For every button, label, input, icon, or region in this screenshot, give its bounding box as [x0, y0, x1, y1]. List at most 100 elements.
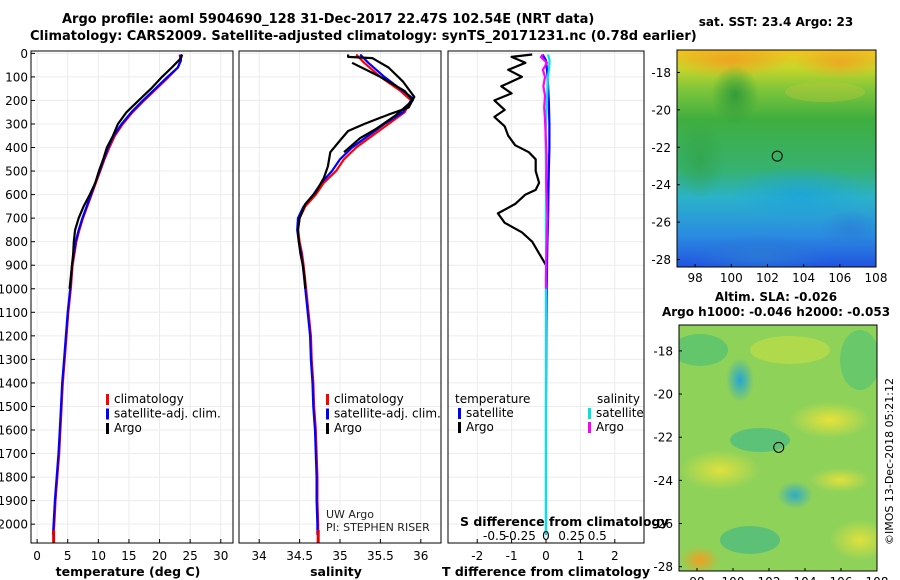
legend-label: climatology: [114, 392, 184, 406]
temperature-axes-frame: [30, 50, 234, 544]
legend-swatch: [458, 422, 461, 433]
temperature-panel: 0100200300400500600700800900100011001200…: [0, 47, 234, 579]
sst-warm-patch: [677, 50, 790, 78]
series-line-s-argo: [539, 53, 549, 289]
depth-tick-label: 1600: [0, 424, 28, 438]
depth-tick-label: 600: [5, 188, 28, 202]
t-difference-axis-label: T difference from climatology: [442, 564, 650, 579]
s-difference-axis-label: S difference from climatology: [460, 514, 669, 529]
legend-label: Argo: [334, 421, 362, 435]
salinity-gridlines: [239, 51, 441, 543]
salinity-axis-label: salinity: [310, 564, 362, 579]
depth-tick-label: 1800: [0, 471, 28, 485]
depth-tick-label: 300: [5, 117, 28, 131]
series-line-climatology: [296, 53, 413, 535]
s-difference-tick-label: 0: [542, 529, 550, 543]
depth-tick-label: 1500: [0, 400, 28, 414]
legend-swatch: [106, 423, 109, 434]
s-difference-tick-label: 0.25: [558, 529, 585, 543]
x-tick-label: 35: [332, 549, 347, 563]
sla-map-title: Altim. SLA: -0.026: [715, 290, 837, 304]
legend-swatch: [326, 408, 329, 420]
salinity-series: [296, 53, 416, 543]
map-y-tick-label: -20: [651, 103, 671, 117]
float-location-marker: [773, 441, 785, 453]
series-line-satellite-adj-clim-: [51, 54, 183, 535]
legend-label: Argo: [114, 421, 142, 435]
sst-map-title: sat. SST: 23.4 Argo: 23: [699, 15, 853, 29]
sla-high-patch: [830, 520, 877, 560]
temperature-series: [51, 54, 184, 543]
x-tick-label: 5: [64, 549, 72, 563]
sla-map-frame: [678, 324, 878, 572]
depth-tick-label: 900: [5, 259, 28, 273]
sst-cold-patch: [820, 210, 876, 250]
map-x-tick-label: 98: [689, 575, 704, 580]
sla-high-patch: [810, 468, 870, 492]
series-line-argo: [343, 61, 414, 154]
difference-panel: -2 -1 0 1 2 -0.5-0.25 0 0.25 0.5 S difference f…: [442, 50, 669, 579]
map-y-tick-label: -22: [653, 431, 673, 445]
depth-tick-label: 1700: [0, 447, 28, 461]
sst-map-panel: sat. SST: 23.4 Argo: 23 98 100 102 104 106 10…: [651, 15, 887, 285]
s-difference-tick-label: -0.25: [505, 529, 536, 543]
float-credit-uw: UW Argo: [326, 508, 374, 521]
salinity-axis-ticks: 34 34.5 35 35.5 36: [252, 539, 428, 563]
depth-tick-label: 1000: [0, 282, 28, 296]
sst-map-frame: [676, 49, 877, 268]
map-x-tick-label: 108: [866, 575, 889, 580]
climatology-bottom-marker: [316, 530, 320, 543]
legend-label: satellite: [466, 406, 514, 420]
map-x-tick-label: 102: [756, 271, 779, 285]
sst-cold-patch: [690, 235, 830, 267]
difference-series: [493, 53, 551, 535]
temperature-axis-ticks: 0 5 10 15 20 25 30: [33, 539, 228, 563]
legend-label: satellite-adj. clim.: [334, 407, 441, 421]
depth-tick-label: 1200: [0, 329, 28, 343]
map-x-tick-label: 106: [828, 271, 851, 285]
depth-tick-label: 500: [5, 165, 28, 179]
map-y-tick-label: -22: [651, 141, 671, 155]
x-tick-label: 0: [542, 549, 550, 563]
sla-low-patch: [720, 526, 780, 554]
depth-tick-label: 800: [5, 235, 28, 249]
legend-swatch: [588, 408, 591, 419]
map-y-tick-label: -24: [651, 178, 671, 192]
legend-title-temperature: temperature: [455, 392, 530, 406]
salinity-panel: 34 34.5 35 35.5 36 salinity climatologysatel…: [238, 50, 442, 579]
map-y-tick-label: -26: [653, 517, 673, 531]
depth-tick-label: 1900: [0, 494, 28, 508]
depth-axis-ticks: 0 100 200 300 400 500 600 700 800 900 1000 1100 1200…: [0, 47, 35, 532]
sla-low-patch: [726, 358, 754, 402]
depth-tick-label: 400: [5, 141, 28, 155]
x-tick-label: 35.5: [367, 549, 394, 563]
chart-title-line1: Argo profile: aoml 5904690_128 31-Dec-20…: [62, 12, 595, 27]
map-y-tick-label: -18: [651, 66, 671, 80]
x-tick-label: 20: [152, 549, 167, 563]
chart-title-line2: Climatology: CARS2009. Satellite-adjuste…: [30, 29, 697, 44]
x-tick-label: 25: [183, 549, 198, 563]
map-x-tick-label: 100: [722, 575, 745, 580]
sla-high-patch: [680, 546, 720, 571]
sst-warm-patch: [785, 82, 865, 102]
legend-label: Argo: [466, 420, 494, 434]
map-y-tick-label: -26: [651, 216, 671, 230]
x-tick-label: 34.5: [286, 549, 313, 563]
s-difference-axis-ticks: -0.5-0.25 0 0.25 0.5: [483, 529, 607, 543]
x-tick-label: 36: [413, 549, 428, 563]
sst-cool-patch: [677, 120, 725, 200]
sla-low-patch: [730, 428, 790, 452]
series-line-satellite-adj-clim-: [296, 53, 414, 535]
float-location-marker: [771, 150, 783, 162]
sst-map-axis-ticks: 98 100 102 104 106 108 -18 -20 -22 -24 -26 -28: [651, 66, 887, 285]
map-y-tick-label: -18: [653, 344, 673, 358]
x-tick-label: -2: [471, 549, 483, 563]
depth-tick-label: 0: [20, 47, 28, 61]
map-x-tick-label: 106: [830, 575, 853, 580]
sla-map-field: [679, 325, 877, 571]
t-difference-axis-ticks: -2 -1 0 1 2: [471, 539, 619, 563]
legend-label: satellite-adj. clim.: [114, 407, 221, 421]
climatology-bottom-marker: [52, 530, 56, 543]
